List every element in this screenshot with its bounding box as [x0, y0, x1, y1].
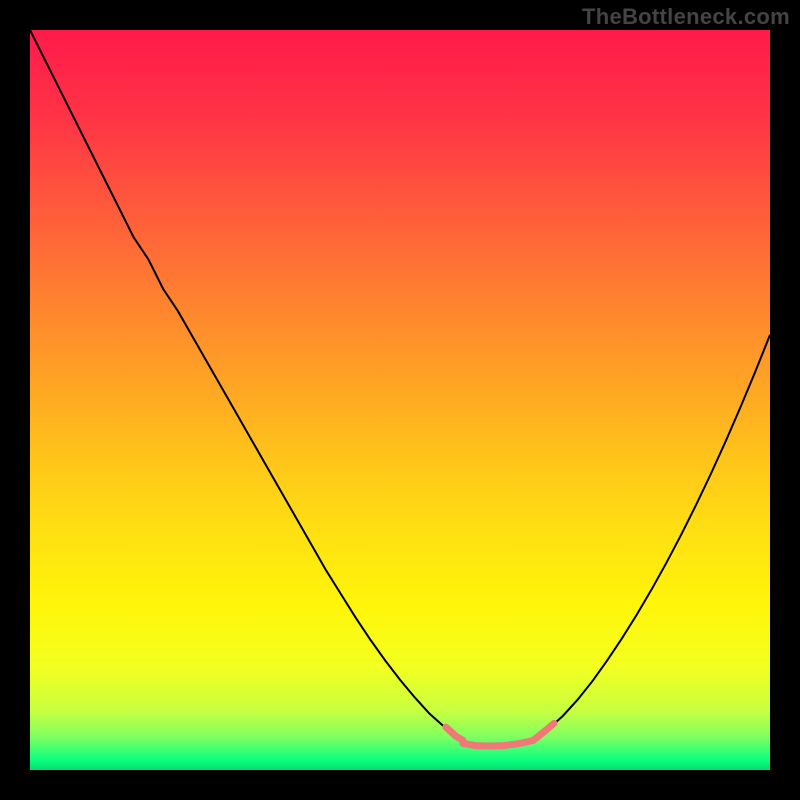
chart-container: TheBottleneck.com	[0, 0, 800, 800]
watermark-text: TheBottleneck.com	[582, 4, 790, 30]
bottleneck-curve-chart	[30, 30, 770, 770]
gradient-background	[30, 30, 770, 770]
plot-area	[30, 30, 770, 770]
